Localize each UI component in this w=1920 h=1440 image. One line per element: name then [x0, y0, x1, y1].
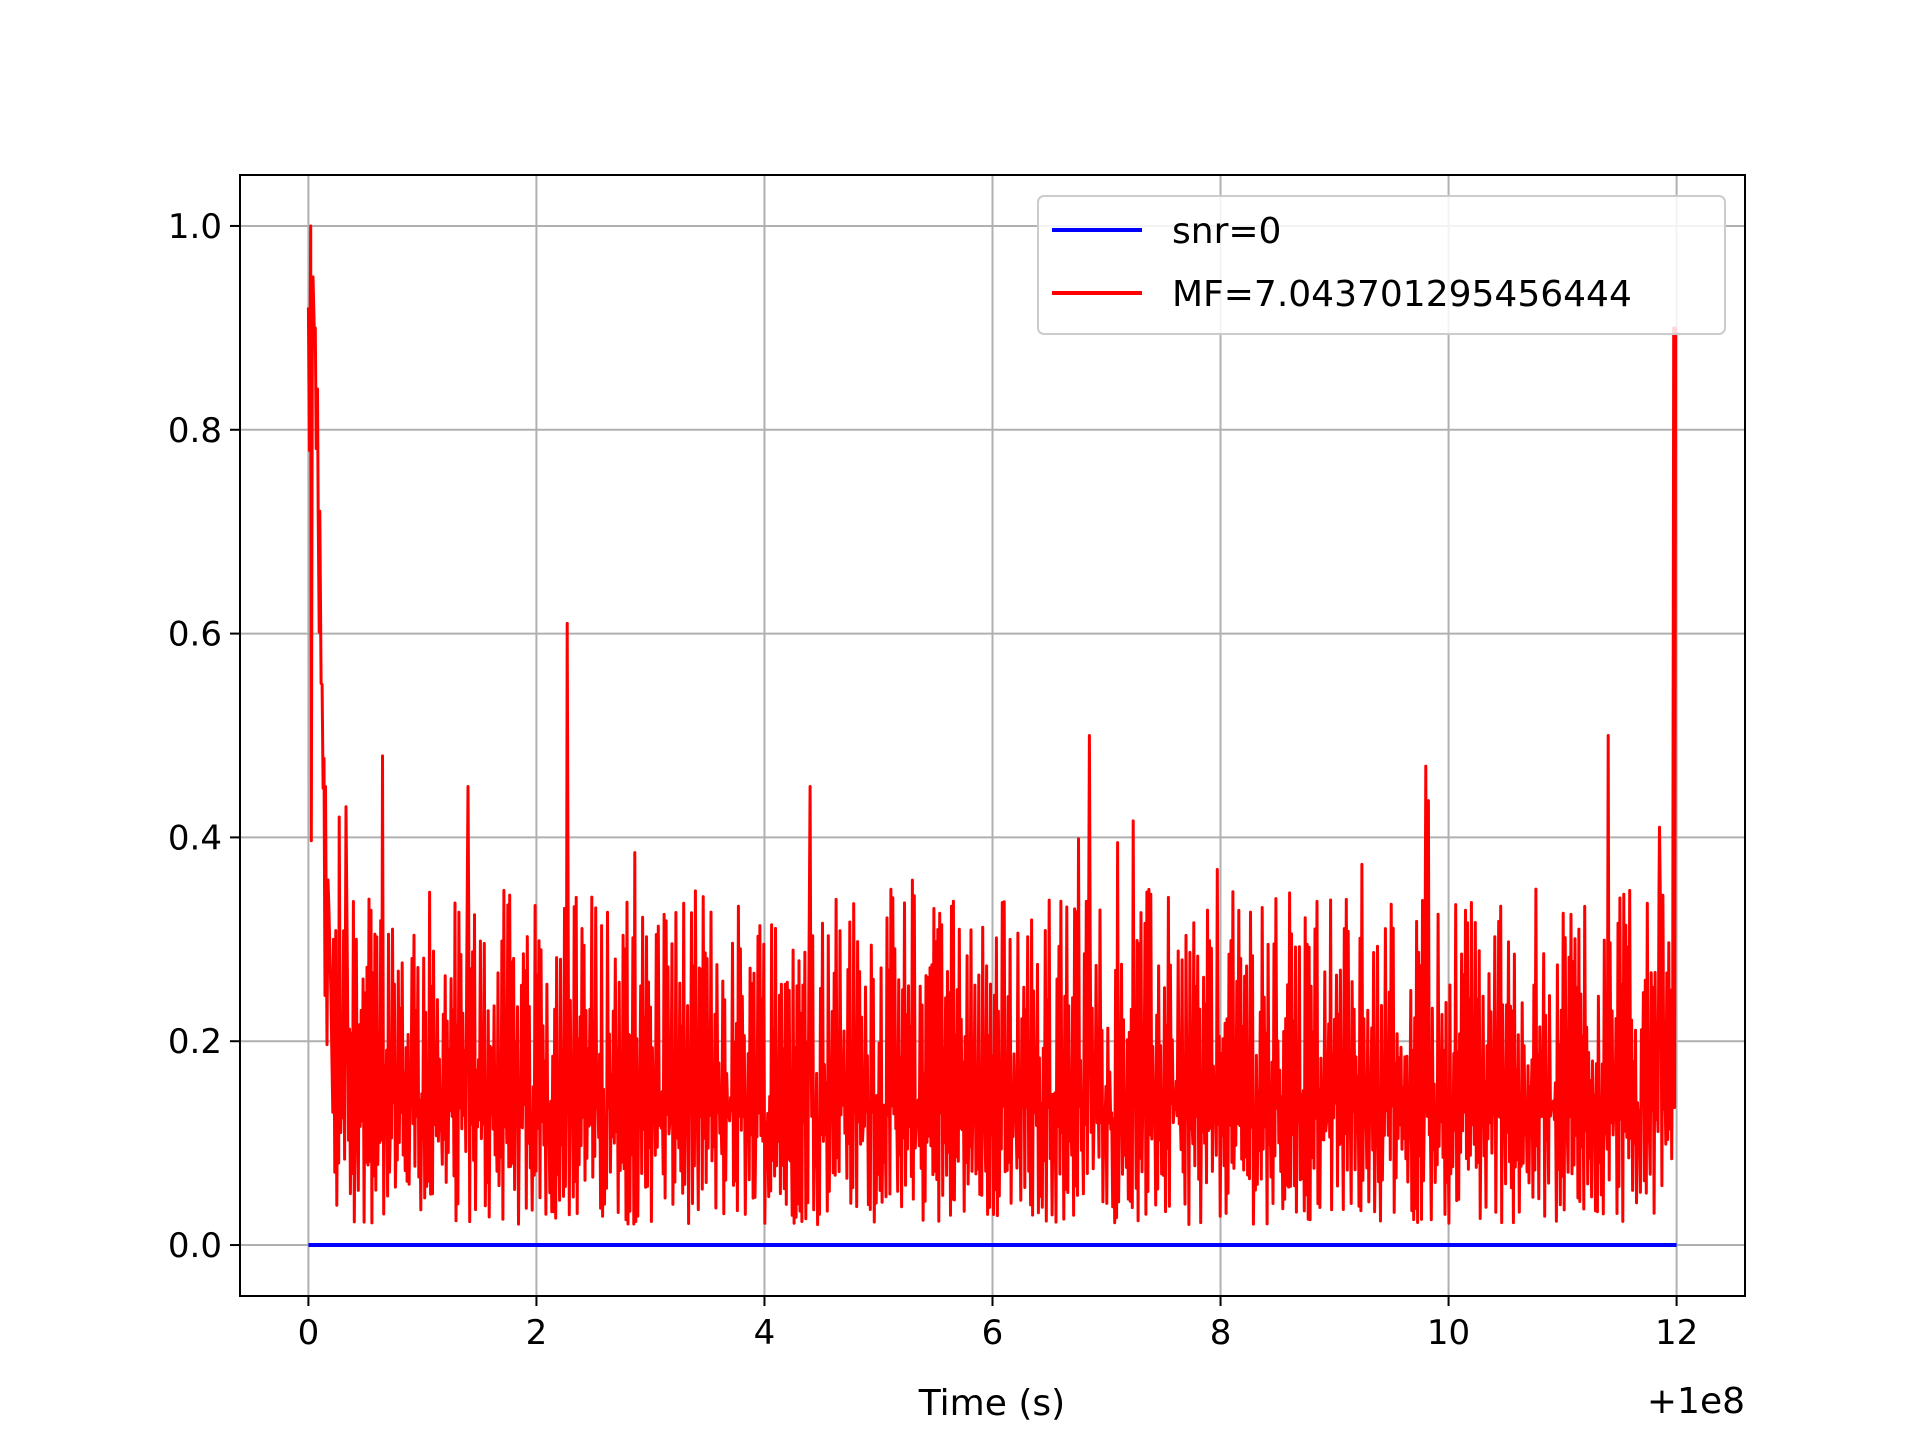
legend-label-snr: snr=0 — [1172, 211, 1281, 252]
y-tick-label: 0.2 — [168, 1022, 222, 1062]
series-mf-line — [306, 224, 1678, 1227]
y-tick-label: 0.6 — [168, 615, 222, 655]
x-tick-label: 2 — [526, 1313, 548, 1353]
legend: snr=0 MF=7.043701295456444 — [1037, 195, 1726, 335]
legend-box — [1037, 195, 1726, 335]
x-axis-ticks: 0 2 4 6 8 10 12 — [298, 1296, 1698, 1353]
x-tick-label: 4 — [754, 1313, 776, 1353]
y-axis-ticks: 0.0 0.2 0.4 0.6 0.8 1.0 — [168, 207, 240, 1266]
x-tick-label: 8 — [1210, 1313, 1232, 1353]
y-tick-label: 1.0 — [168, 207, 222, 247]
x-tick-label: 10 — [1427, 1313, 1470, 1353]
x-tick-label: 0 — [298, 1313, 320, 1353]
series-layer — [306, 224, 1678, 1248]
legend-label-mf: MF=7.043701295456444 — [1172, 274, 1632, 315]
x-axis-label: Time (s) — [918, 1383, 1065, 1424]
y-tick-label: 0.8 — [168, 411, 222, 451]
x-axis-offset-label: +1e8 — [1647, 1381, 1745, 1422]
x-tick-label: 12 — [1655, 1313, 1698, 1353]
y-tick-label: 0.0 — [168, 1226, 222, 1266]
y-tick-label: 0.4 — [168, 818, 222, 858]
x-tick-label: 6 — [982, 1313, 1004, 1353]
